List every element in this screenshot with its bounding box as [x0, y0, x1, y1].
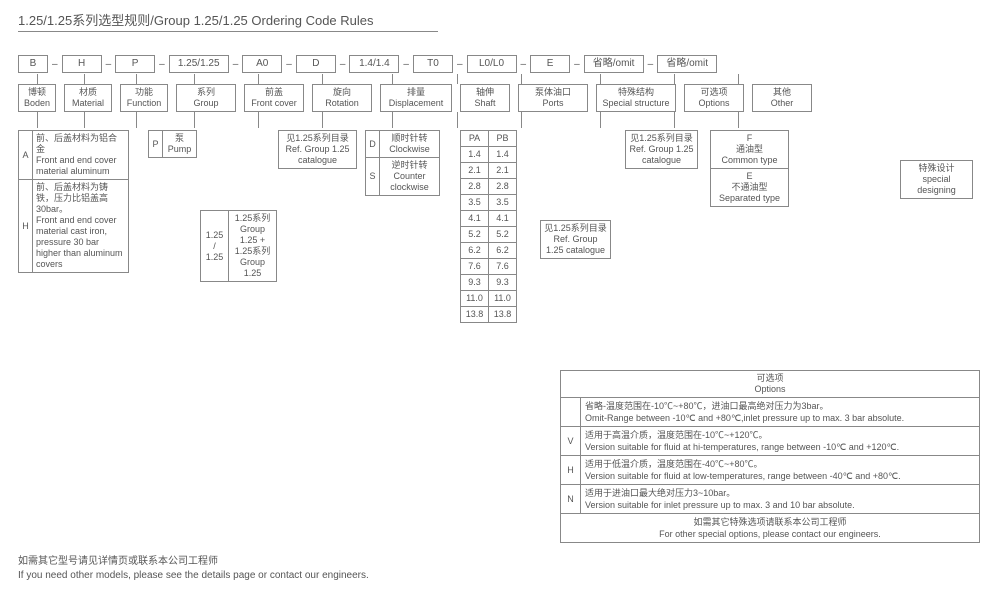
shaft-cn: 见1.25系列目录 — [544, 223, 607, 233]
header-cell: 材质Material — [64, 84, 112, 112]
header-cell: 轴伸Shaft — [460, 84, 510, 112]
option-row: V适用于高温介质，温度范围在-10℃~+120℃。Version suitabl… — [561, 427, 979, 456]
header-cell: 功能Function — [120, 84, 168, 112]
code-cell: 1.25/1.25 — [169, 55, 229, 73]
page-title: 1.25/1.25系列选型规则/Group 1.25/1.25 Ordering… — [18, 10, 438, 32]
other-cn: 特殊设计 — [918, 163, 954, 173]
function-column: P泵Pump — [148, 130, 197, 158]
shaft-en: Ref. Group 1.25 catalogue — [546, 234, 605, 255]
header-cell: 可选项Options — [684, 84, 744, 112]
option-row: N适用于进油口最大绝对压力3~10bar。Version suitable fo… — [561, 485, 979, 514]
code-cell: L0/L0 — [467, 55, 517, 73]
code-cell: D — [296, 55, 336, 73]
header-row: 博顿Boden 材质Material 功能Function 系列Group 前盖… — [18, 84, 812, 112]
ports-en: Ref. Group 1.25 catalogue — [629, 144, 693, 165]
header-cell: 系列Group — [176, 84, 236, 112]
code-cell: B — [18, 55, 48, 73]
rotation-column: D顺时针转ClockwiseS逆时针转Counter clockwise — [365, 130, 440, 196]
code-cell: 1.4/1.4 — [349, 55, 399, 73]
code-row: B–H–P–1.25/1.25–A0–D–1.4/1.4–T0–L0/L0–E–… — [18, 55, 717, 73]
struct-column: F通油型Common typeE不通油型Separated type — [710, 130, 789, 207]
code-cell: P — [115, 55, 155, 73]
ports-cn: 见1.25系列目录 — [630, 133, 693, 143]
options-box: 可选项Options 省略-温度范围在-10℃~+80℃，进油口最高绝对压力为3… — [560, 370, 980, 543]
ports-column: 见1.25系列目录 Ref. Group 1.25 catalogue — [625, 130, 698, 169]
material-column: A前、后盖材料为铝合金Front and end cover material … — [18, 130, 129, 273]
code-cell: T0 — [413, 55, 453, 73]
frontcover-en: Ref. Group 1.25 catalogue — [285, 144, 349, 165]
option-row: H适用于低温介质，温度范围在-40℃~+80℃。Version suitable… — [561, 456, 979, 485]
code-cell: H — [62, 55, 102, 73]
code-cell: E — [530, 55, 570, 73]
header-cell: 博顿Boden — [18, 84, 56, 112]
frontcover-cn: 见1.25系列目录 — [286, 133, 349, 143]
other-en: special designing — [917, 174, 956, 195]
header-cell: 特殊结构Special structure — [596, 84, 676, 112]
header-cell: 前盖Front cover — [244, 84, 304, 112]
header-cell: 其他Other — [752, 84, 812, 112]
options-header: 可选项Options — [561, 371, 979, 398]
code-cell: 省略/omit — [657, 55, 717, 73]
header-cell: 排量Displacement — [380, 84, 452, 112]
shaft-column: 见1.25系列目录 Ref. Group 1.25 catalogue — [540, 220, 611, 259]
other-column: 特殊设计 special designing — [900, 160, 973, 199]
group-column: 1.25 / 1.251.25系列Group 1.25 + 1.25系列 Gro… — [200, 210, 277, 282]
footnote: 如需其它型号请见详情页或联系本公司工程师If you need other mo… — [18, 555, 369, 583]
displacement-column: PAPB1.41.42.12.12.82.83.53.54.14.15.25.2… — [460, 130, 517, 323]
code-cell: A0 — [242, 55, 282, 73]
option-row: 省略-温度范围在-10℃~+80℃，进油口最高绝对压力为3bar。Omit-Ra… — [561, 398, 979, 427]
header-cell: 泵体油口Ports — [518, 84, 588, 112]
code-cell: 省略/omit — [584, 55, 644, 73]
options-footer: 如需其它特殊选项请联系本公司工程师For other special optio… — [561, 514, 979, 542]
header-cell: 旋向Rotation — [312, 84, 372, 112]
frontcover-column: 见1.25系列目录 Ref. Group 1.25 catalogue — [278, 130, 357, 169]
